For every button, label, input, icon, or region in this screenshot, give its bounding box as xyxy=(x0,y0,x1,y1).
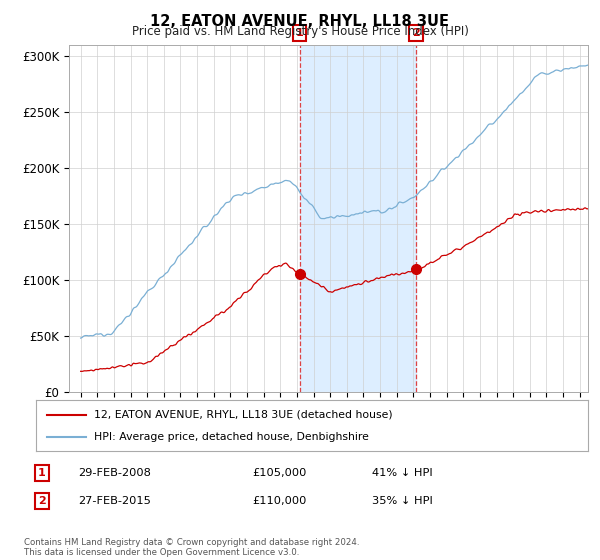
Text: Contains HM Land Registry data © Crown copyright and database right 2024.
This d: Contains HM Land Registry data © Crown c… xyxy=(24,538,359,557)
Text: Price paid vs. HM Land Registry's House Price Index (HPI): Price paid vs. HM Land Registry's House … xyxy=(131,25,469,38)
Text: 35% ↓ HPI: 35% ↓ HPI xyxy=(372,496,433,506)
Text: 2: 2 xyxy=(38,496,46,506)
Text: 12, EATON AVENUE, RHYL, LL18 3UE: 12, EATON AVENUE, RHYL, LL18 3UE xyxy=(151,14,449,29)
Text: 1: 1 xyxy=(296,28,304,38)
Text: 41% ↓ HPI: 41% ↓ HPI xyxy=(372,468,433,478)
Text: 12, EATON AVENUE, RHYL, LL18 3UE (detached house): 12, EATON AVENUE, RHYL, LL18 3UE (detach… xyxy=(94,409,392,419)
Text: 27-FEB-2015: 27-FEB-2015 xyxy=(78,496,151,506)
Text: 29-FEB-2008: 29-FEB-2008 xyxy=(78,468,151,478)
Text: £110,000: £110,000 xyxy=(252,496,307,506)
Text: £105,000: £105,000 xyxy=(252,468,307,478)
Text: 1: 1 xyxy=(38,468,46,478)
Bar xyxy=(299,45,416,392)
Text: 2: 2 xyxy=(412,28,420,38)
Text: HPI: Average price, detached house, Denbighshire: HPI: Average price, detached house, Denb… xyxy=(94,432,369,442)
